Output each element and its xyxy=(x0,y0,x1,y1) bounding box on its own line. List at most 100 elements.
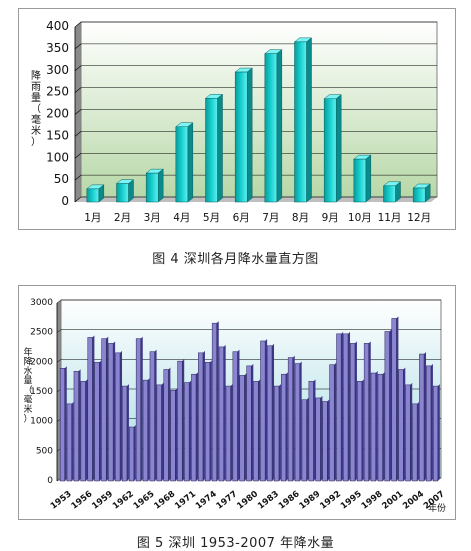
gridline-skew xyxy=(74,43,82,50)
bar-side xyxy=(410,382,413,481)
bar xyxy=(412,403,418,482)
bar xyxy=(419,353,425,482)
bar xyxy=(198,352,204,482)
bar xyxy=(246,365,252,482)
y-tick-label: 0 xyxy=(47,476,53,486)
bar xyxy=(135,338,142,482)
bar xyxy=(301,399,307,482)
y-tick-label: 350 xyxy=(46,41,69,55)
bar-side xyxy=(71,401,74,481)
bar xyxy=(145,172,159,203)
bar-side xyxy=(251,363,254,481)
bar-side xyxy=(230,384,233,481)
bar xyxy=(353,158,367,203)
bar xyxy=(384,331,390,482)
bar xyxy=(204,362,211,482)
bar xyxy=(80,381,86,482)
bar xyxy=(322,401,328,482)
bar xyxy=(350,343,356,482)
bar-side xyxy=(175,388,178,481)
y-tick-label: 3000 xyxy=(30,298,53,308)
bar xyxy=(115,352,121,482)
y-axis-label-char: 米 xyxy=(31,124,41,137)
x-tick-label: 5月 xyxy=(203,212,220,224)
x-tick-label: 1971 xyxy=(173,489,198,511)
y-tick-label: 2000 xyxy=(30,357,53,367)
bar-side xyxy=(161,382,164,481)
bar-side xyxy=(244,373,247,481)
gridline-skew xyxy=(74,65,82,71)
y-tick-label: 50 xyxy=(54,172,69,186)
bar-side xyxy=(375,371,378,481)
bar xyxy=(66,403,72,482)
bar xyxy=(287,357,294,482)
x-tick-label: 6月 xyxy=(233,212,250,224)
y-tick-label: 100 xyxy=(46,150,69,164)
bar-side xyxy=(341,331,344,481)
bar xyxy=(280,373,287,482)
y-tick-label: 150 xyxy=(46,128,69,142)
bar xyxy=(86,188,100,203)
bar-side xyxy=(157,168,164,203)
x-tick-label: 1965 xyxy=(132,489,157,511)
y-axis-label-char: 米 xyxy=(23,403,32,415)
y-axis-label-char: （ xyxy=(31,103,41,115)
y-tick-label: 1500 xyxy=(30,387,53,397)
bar xyxy=(294,363,300,482)
chart-panel-yearly: 0 500 1000 1500 2000 2500 3000 1953 1956 1959 1962… xyxy=(18,285,456,520)
x-tick-label: 1989 xyxy=(298,489,323,511)
bar-side xyxy=(237,349,240,481)
bar xyxy=(426,365,432,482)
y-axis-label-char: 量 xyxy=(31,92,41,104)
x-tick-label: 1962 xyxy=(111,489,136,511)
bar-side xyxy=(189,380,192,481)
bar-side xyxy=(99,360,102,481)
y-axis-label-char: ） xyxy=(23,414,32,425)
bar xyxy=(405,384,411,482)
x-tick-label: 1980 xyxy=(235,489,260,511)
bar xyxy=(383,185,396,203)
bar xyxy=(323,98,337,203)
y-tick-label: 200 xyxy=(46,107,69,121)
gridline-skew xyxy=(74,131,82,137)
x-tick-label: 1992 xyxy=(318,489,343,511)
x-tick-label: 1983 xyxy=(256,489,281,511)
bar xyxy=(260,340,266,482)
bar-side xyxy=(368,341,371,481)
y-axis-label-char: 毫 xyxy=(31,113,41,126)
bar xyxy=(315,397,321,482)
bar-side xyxy=(202,350,205,481)
bar xyxy=(59,368,66,482)
bar xyxy=(149,351,155,482)
bar xyxy=(232,351,238,482)
bar-side xyxy=(133,425,136,481)
bar xyxy=(211,322,218,482)
bar-side xyxy=(361,379,364,481)
x-tick-label: 4月 xyxy=(173,212,190,224)
y-axis-label-char: 降 xyxy=(23,356,32,368)
bar xyxy=(336,333,342,482)
bar xyxy=(294,41,307,203)
bar-side xyxy=(223,344,226,481)
bar-side xyxy=(272,343,275,481)
bar xyxy=(398,369,404,482)
bar xyxy=(363,343,370,482)
bar-side xyxy=(382,372,385,481)
bar xyxy=(264,53,278,203)
bar-side xyxy=(265,338,268,481)
bar-side xyxy=(327,399,330,481)
bar xyxy=(205,98,218,203)
yearly-rainfall-chart: 0 500 1000 1500 2000 2500 3000 1953195619591962… xyxy=(23,298,446,514)
bar xyxy=(329,364,335,482)
y-axis-label-char: ） xyxy=(31,136,41,148)
bar-side xyxy=(335,94,342,203)
bar-side xyxy=(217,93,223,203)
bar xyxy=(432,385,439,482)
bar xyxy=(412,187,426,203)
figure5-caption: 图 5 深圳 1953-2007 年降水量 xyxy=(136,536,335,551)
bar xyxy=(356,381,363,482)
chart-panel-monthly: 0 50 100 150 200 250 300 350 400 1月 2月 3月 4月 5月 6月 7月 8月… xyxy=(18,8,456,230)
bar-side xyxy=(64,366,67,481)
bar xyxy=(370,372,376,482)
y-tick-label: 400 xyxy=(46,19,69,33)
